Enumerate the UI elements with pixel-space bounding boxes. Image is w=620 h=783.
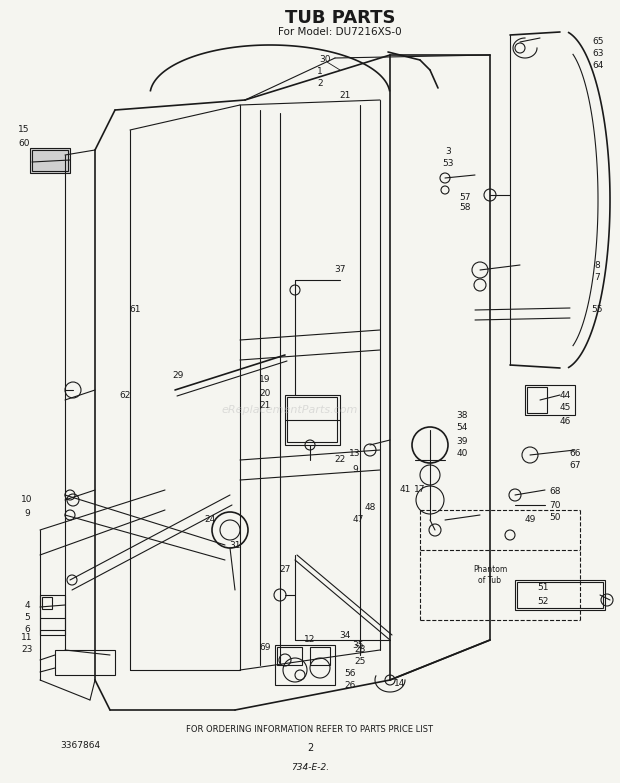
Text: 29: 29 <box>172 370 184 380</box>
Text: 47: 47 <box>352 515 364 525</box>
Bar <box>527 387 547 413</box>
Text: 48: 48 <box>365 503 376 511</box>
Text: 15: 15 <box>18 125 30 135</box>
Text: 20: 20 <box>259 388 271 398</box>
Text: 52: 52 <box>538 597 549 605</box>
Text: 39: 39 <box>456 436 467 446</box>
Text: 7: 7 <box>594 273 600 283</box>
Text: 4: 4 <box>24 601 30 609</box>
Text: 30: 30 <box>319 56 330 64</box>
Text: 44: 44 <box>559 391 570 399</box>
Text: 49: 49 <box>525 515 536 525</box>
Text: 62: 62 <box>119 391 131 399</box>
Text: 10: 10 <box>21 496 33 504</box>
Bar <box>517 582 603 608</box>
Bar <box>515 580 605 610</box>
Bar <box>525 385 575 415</box>
Text: 12: 12 <box>304 636 316 644</box>
Text: 734-E-2.: 734-E-2. <box>291 763 329 773</box>
Text: 35: 35 <box>352 640 364 650</box>
Text: 27: 27 <box>280 565 291 575</box>
Text: 53: 53 <box>442 160 454 168</box>
Text: 61: 61 <box>129 305 141 315</box>
Text: 46: 46 <box>559 417 570 425</box>
Text: 54: 54 <box>456 424 467 432</box>
Text: 65: 65 <box>592 38 604 46</box>
Text: 58: 58 <box>459 204 471 212</box>
Text: Phantom
of Tub: Phantom of Tub <box>473 565 507 585</box>
Text: 22: 22 <box>334 456 345 464</box>
Bar <box>42 597 52 609</box>
Text: 9: 9 <box>24 508 30 518</box>
Bar <box>310 647 330 665</box>
Text: 25: 25 <box>354 658 366 666</box>
Text: 24: 24 <box>205 515 216 525</box>
Text: 34: 34 <box>339 630 351 640</box>
Text: eReplacementParts.com: eReplacementParts.com <box>222 405 358 415</box>
Text: 8: 8 <box>594 261 600 269</box>
Text: 31: 31 <box>229 540 241 550</box>
Bar <box>277 647 302 665</box>
Text: 41: 41 <box>399 485 410 495</box>
Text: 66: 66 <box>569 449 581 457</box>
Text: 13: 13 <box>349 449 361 457</box>
Text: 9: 9 <box>352 466 358 474</box>
Text: 2: 2 <box>307 743 313 753</box>
Text: 11: 11 <box>21 633 33 642</box>
Text: 6: 6 <box>24 625 30 633</box>
Text: 3367864: 3367864 <box>60 741 100 749</box>
Bar <box>40 595 65 635</box>
Text: 50: 50 <box>549 514 560 522</box>
Text: 14: 14 <box>394 679 405 687</box>
Text: 40: 40 <box>456 449 467 459</box>
Text: 55: 55 <box>591 305 603 315</box>
Text: 67: 67 <box>569 461 581 471</box>
Text: 3: 3 <box>445 147 451 157</box>
Text: 51: 51 <box>538 583 549 593</box>
Text: 57: 57 <box>459 193 471 201</box>
Text: 68: 68 <box>549 488 560 496</box>
Text: 63: 63 <box>592 49 604 59</box>
Text: 17: 17 <box>414 485 426 495</box>
Bar <box>275 645 335 685</box>
Text: 37: 37 <box>334 265 346 275</box>
Text: For Model: DU7216XS-0: For Model: DU7216XS-0 <box>278 27 402 37</box>
Text: 2: 2 <box>317 78 323 88</box>
Text: 45: 45 <box>559 403 570 413</box>
Text: 28: 28 <box>354 645 366 655</box>
Text: FOR ORDERING INFORMATION REFER TO PARTS PRICE LIST: FOR ORDERING INFORMATION REFER TO PARTS … <box>187 726 433 734</box>
Text: 56: 56 <box>344 669 356 679</box>
Bar <box>287 397 337 442</box>
Text: 60: 60 <box>18 139 30 147</box>
Bar <box>55 650 115 675</box>
Bar <box>30 148 70 173</box>
Text: 70: 70 <box>549 500 560 510</box>
Text: 23: 23 <box>21 645 33 654</box>
Text: 19: 19 <box>259 376 271 384</box>
Text: 5: 5 <box>24 612 30 622</box>
Text: 64: 64 <box>592 60 604 70</box>
Text: 21: 21 <box>339 91 351 99</box>
Text: 38: 38 <box>456 410 467 420</box>
Text: 21: 21 <box>259 402 271 410</box>
Text: 1: 1 <box>317 67 323 77</box>
Bar <box>32 150 68 171</box>
Bar <box>285 395 340 445</box>
Text: 26: 26 <box>344 681 356 691</box>
Text: 69: 69 <box>259 644 271 652</box>
Text: TUB PARTS: TUB PARTS <box>285 9 396 27</box>
